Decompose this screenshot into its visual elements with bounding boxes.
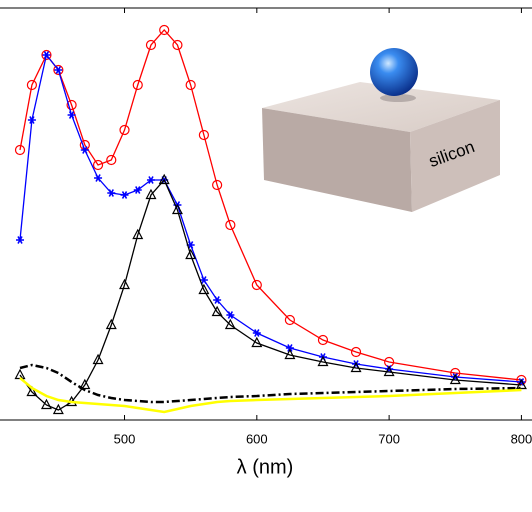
sphere: [370, 48, 418, 96]
marker: [16, 370, 25, 379]
x-tick-label: 500: [114, 431, 136, 446]
marker: [54, 67, 62, 74]
marker: [121, 192, 129, 199]
marker: [81, 147, 89, 154]
inset-image: silicon: [246, 40, 532, 216]
page: {"chart_data": {"type": "line", "x_label…: [0, 0, 532, 512]
x-tick-label: 600: [246, 431, 268, 446]
chart: 500 600 700 800 silicon λ (nm): [0, 0, 532, 512]
x-tick-label: 700: [378, 431, 400, 446]
series-line: [20, 365, 521, 402]
x-tick-label: 800: [511, 431, 532, 446]
x-axis-label: λ (nm): [237, 456, 294, 478]
